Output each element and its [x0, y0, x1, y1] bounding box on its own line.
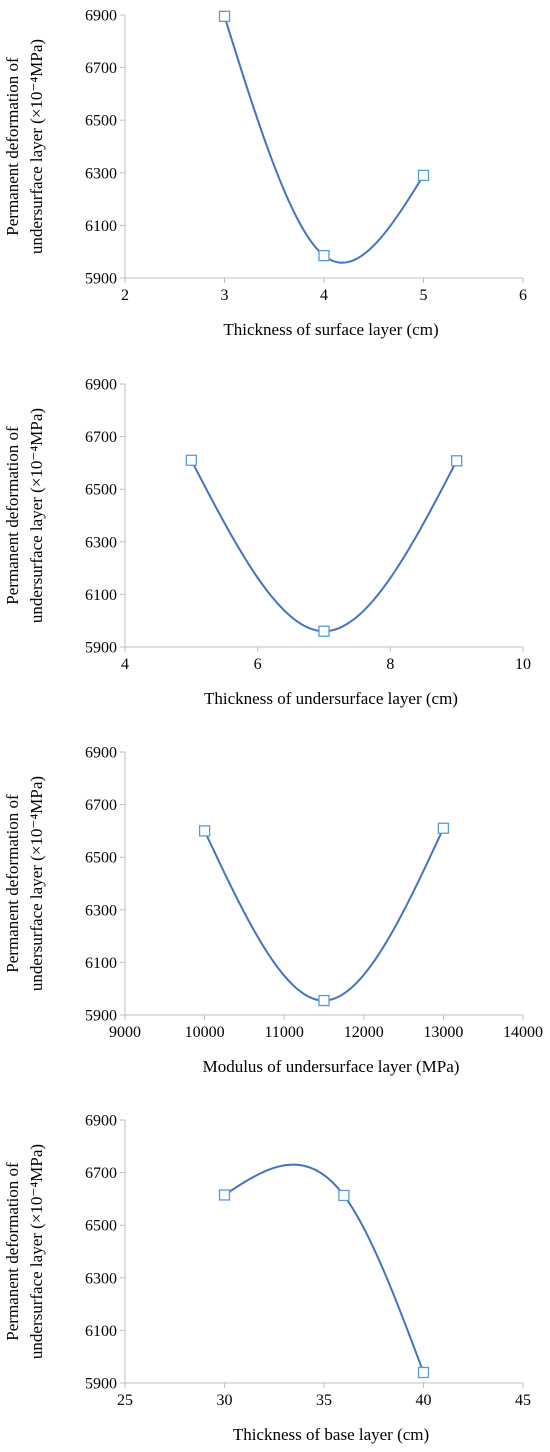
- y-tick-label: 6700: [85, 797, 117, 814]
- y-tick-label: 5900: [85, 640, 117, 657]
- y-axis-title-line-1: Permanent deformation of: [3, 794, 22, 973]
- y-tick-label: 6300: [85, 165, 117, 182]
- x-tick-label: 14000: [503, 1024, 543, 1041]
- x-tick-label: 8: [386, 656, 394, 673]
- y-tick-label: 6500: [85, 482, 117, 499]
- x-tick-label: 35: [316, 1392, 332, 1409]
- y-tick-label: 6700: [85, 429, 117, 446]
- y-tick-label: 6900: [85, 745, 117, 762]
- y-tick-label: 6500: [85, 113, 117, 130]
- x-axis-title: Thickness of surface layer (cm): [223, 320, 438, 339]
- series-line: [223, 16, 425, 264]
- data-point: [451, 455, 463, 467]
- x-tick-label: 13000: [423, 1024, 463, 1041]
- y-axis-title-line-1: Permanent deformation of: [3, 57, 22, 236]
- x-tick-label: 10000: [185, 1024, 225, 1041]
- x-tick-label: 40: [416, 1392, 432, 1409]
- x-tick-label: 10: [515, 656, 531, 673]
- y-tick-label: 6900: [85, 1113, 117, 1130]
- y-tick-label: 6300: [85, 534, 117, 551]
- data-point: [437, 822, 450, 834]
- y-tick-label: 6300: [85, 902, 117, 919]
- x-tick-label: 30: [217, 1392, 233, 1409]
- y-axis-title-line-2: undersurface layer (×10⁻⁴MPa): [27, 408, 46, 623]
- data-point: [185, 454, 197, 466]
- y-tick-label: 5900: [85, 1376, 117, 1393]
- data-point: [417, 169, 430, 182]
- series-line: [190, 459, 458, 633]
- data-point: [338, 1189, 350, 1202]
- x-tick-label: 9000: [109, 1024, 141, 1041]
- chart-2: 5900 6100 6300 6500 6700 6900 4 6 8 10 Thickness o…: [3, 377, 531, 709]
- y-tick-label: 6100: [85, 955, 117, 972]
- y-axis-title-line-2: undersurface layer (×10⁻⁴MPa): [27, 1144, 46, 1359]
- y-axis-title-line-1: Permanent deformation of: [3, 426, 22, 605]
- x-tick-label: 6: [519, 287, 527, 304]
- x-tick-label: 5: [420, 287, 428, 304]
- x-tick-label: 45: [515, 1392, 531, 1409]
- data-point: [218, 1189, 231, 1201]
- x-tick-label: 2: [121, 287, 129, 304]
- y-tick-label: 6100: [85, 587, 117, 604]
- chart-1: 5900 6100 6300 6500 6700 6900 2 3 4 5 6 Thickness o…: [3, 8, 527, 340]
- y-tick-label: 6300: [85, 1270, 117, 1287]
- data-point: [318, 994, 330, 1007]
- y-tick-label: 6100: [85, 218, 117, 235]
- y-tick-label: 5900: [85, 271, 117, 288]
- y-axis-title-line-2: undersurface layer (×10⁻⁴MPa): [27, 39, 46, 254]
- y-tick-label: 6700: [85, 60, 117, 77]
- y-tick-label: 6900: [85, 8, 117, 25]
- x-tick-label: 6: [254, 656, 262, 673]
- data-point: [218, 10, 231, 22]
- y-tick-label: 6500: [85, 1218, 117, 1235]
- series-line: [223, 1163, 425, 1373]
- y-axis-title-line-2: undersurface layer (×10⁻⁴MPa): [27, 776, 46, 991]
- chart-3: 5900 6100 6300 6500 6700 6900 9000 10000 11000 12…: [3, 745, 543, 1077]
- x-tick-label: 4: [320, 287, 328, 304]
- x-axis-title: Thickness of base layer (cm): [233, 1425, 429, 1444]
- x-tick-label: 12000: [344, 1024, 384, 1041]
- data-point: [318, 249, 330, 262]
- x-axis-title: Modulus of undersurface layer (MPa): [203, 1057, 460, 1076]
- series-line: [203, 827, 445, 1002]
- x-tick-label: 25: [117, 1392, 133, 1409]
- y-tick-label: 6700: [85, 1165, 117, 1182]
- x-tick-label: 11000: [264, 1024, 303, 1041]
- y-tick-label: 6900: [85, 377, 117, 394]
- y-tick-label: 6500: [85, 850, 117, 867]
- data-point: [198, 825, 211, 837]
- y-tick-label: 5900: [85, 1008, 117, 1025]
- x-tick-label: 3: [221, 287, 229, 304]
- x-tick-label: 4: [121, 656, 129, 673]
- y-tick-label: 6100: [85, 1323, 117, 1340]
- y-axis-title-line-1: Permanent deformation of: [3, 1162, 22, 1341]
- chart-4: 5900 6100 6300 6500 6700 6900 25 30 35 40 45 Thickn…: [3, 1113, 531, 1445]
- data-point: [417, 1366, 430, 1379]
- x-axis-title: Thickness of undersurface layer (cm): [204, 689, 458, 708]
- data-point: [318, 625, 330, 637]
